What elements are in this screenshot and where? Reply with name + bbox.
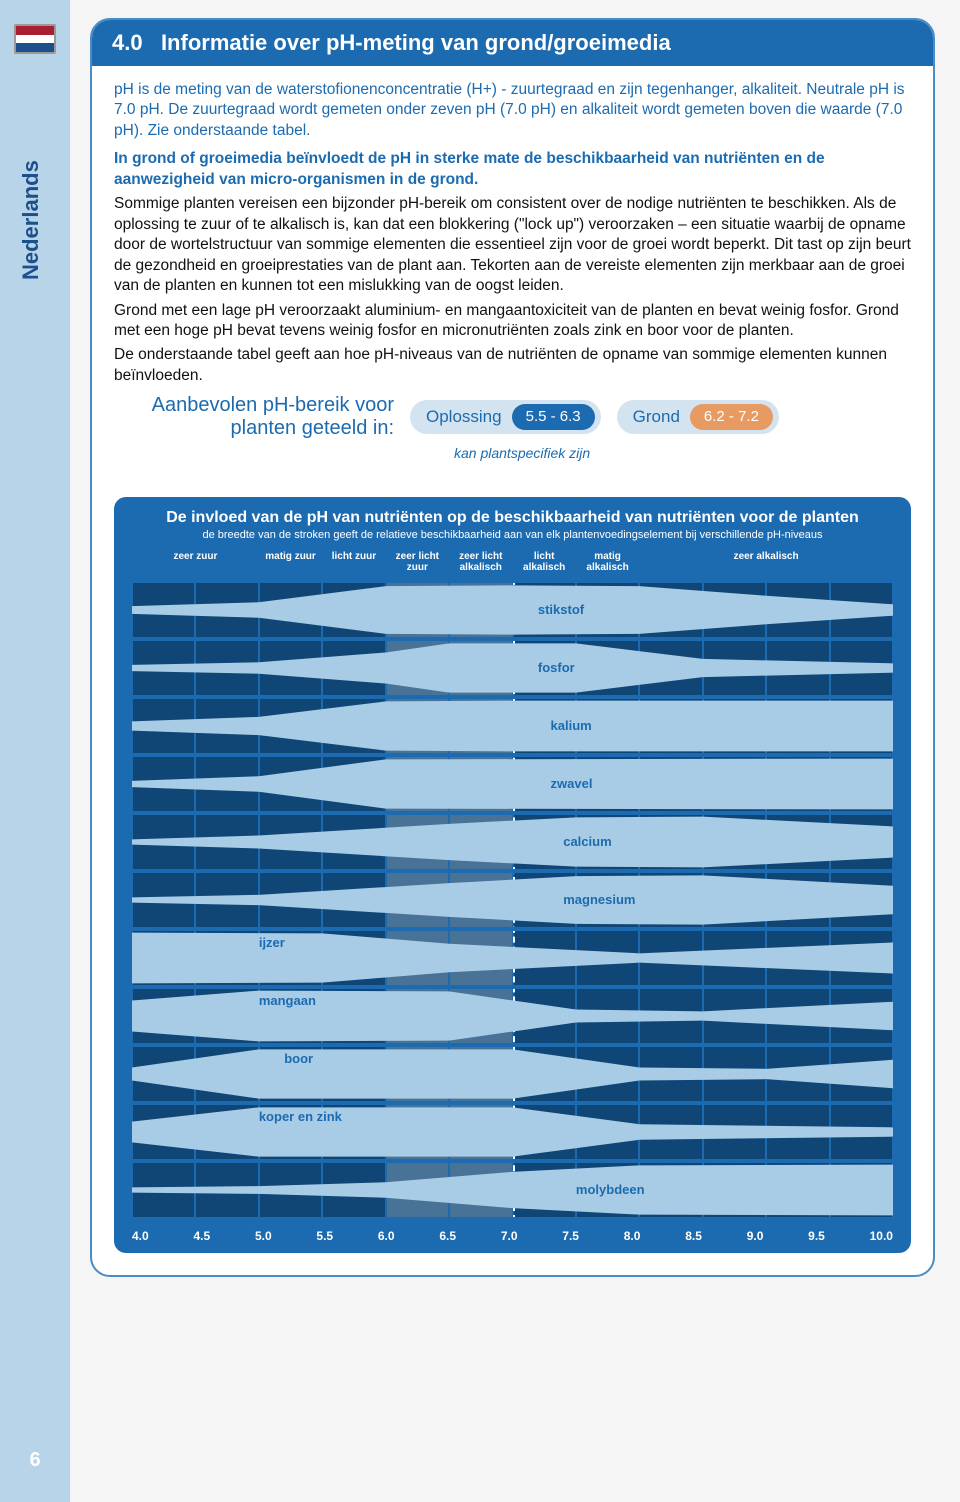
nutrient-label: fosfor <box>538 660 575 675</box>
flag-stripe <box>16 26 54 35</box>
axis-tick: 4.0 <box>132 1229 149 1243</box>
grond-range: 6.2 - 7.2 <box>690 404 773 430</box>
nutrient-label: calcium <box>563 834 611 849</box>
grond-label: Grond <box>633 406 680 428</box>
nutrient-row: zwavel <box>132 757 893 811</box>
recommended-row: Aanbevolen pH-bereik voor planten geteel… <box>114 394 911 440</box>
nutrient-row: boor <box>132 1047 893 1101</box>
grond-pill: Grond 6.2 - 7.2 <box>617 400 779 434</box>
column-header: matig alkalisch <box>576 551 639 573</box>
intro-paragraph-1: pH is de meting van de waterstofionencon… <box>114 80 911 141</box>
nutrient-label: kalium <box>551 718 592 733</box>
flag-stripe <box>16 43 54 52</box>
nutrient-shape <box>132 989 893 1043</box>
axis-tick: 8.0 <box>624 1229 641 1243</box>
column-header: licht zuur <box>322 551 385 573</box>
column-header: zeer licht zuur <box>386 551 449 573</box>
flag-netherlands <box>14 24 56 54</box>
chart-subtitle: de breedte van de stroken geeft de relat… <box>114 527 911 551</box>
body-text: Sommige planten vereisen een bijzonder p… <box>114 194 911 386</box>
section-header: 4.0 Informatie over pH-meting van grond/… <box>92 20 933 66</box>
nutrient-label: molybdeen <box>576 1182 645 1197</box>
nutrient-row: fosfor <box>132 641 893 695</box>
axis-tick: 9.5 <box>808 1229 825 1243</box>
nutrient-shape <box>132 873 893 927</box>
body-paragraph: De onderstaande tabel geeft aan hoe pH-n… <box>114 345 911 386</box>
column-header: zeer alkalisch <box>639 551 893 573</box>
nutrient-label: mangaan <box>259 993 316 1008</box>
chart-title: De invloed van de pH van nutriënten op d… <box>114 509 911 527</box>
section-number: 4.0 <box>112 30 143 55</box>
body-paragraph: Grond met een lage pH veroorzaakt alumin… <box>114 301 911 342</box>
column-header: matig zuur <box>259 551 322 573</box>
nutrient-row: magnesium <box>132 873 893 927</box>
x-axis: 4.0 4.5 5.0 5.5 6.0 6.5 7.0 7.5 8.0 8.5 9.0 9.5 10.0 <box>114 1221 911 1243</box>
body-paragraph: Sommige planten vereisen een bijzonder p… <box>114 194 911 296</box>
note: kan plantspecifiek zijn <box>454 444 911 462</box>
nutrient-row: calcium <box>132 815 893 869</box>
language-label: Nederlands <box>18 160 44 280</box>
axis-tick: 10.0 <box>870 1229 893 1243</box>
nutrient-shape <box>132 1105 893 1159</box>
nutrient-shape <box>132 1047 893 1101</box>
nutrient-shape <box>132 583 893 637</box>
column-header: licht alkalisch <box>512 551 575 573</box>
sidebar: Nederlands 6 <box>0 0 70 1502</box>
nutrient-row: mangaan <box>132 989 893 1043</box>
intro-paragraph-2: In grond of groeimedia beïnvloedt de pH … <box>114 149 911 190</box>
main-content: 4.0 Informatie over pH-meting van grond/… <box>90 0 935 1277</box>
axis-tick: 6.0 <box>378 1229 395 1243</box>
axis-tick: 4.5 <box>193 1229 210 1243</box>
nutrient-label: ijzer <box>259 935 285 950</box>
nutrient-shape <box>132 1163 893 1217</box>
axis-tick: 9.0 <box>747 1229 764 1243</box>
nutrient-label: boor <box>284 1051 313 1066</box>
nutrient-row: molybdeen <box>132 1163 893 1217</box>
oplossing-range: 5.5 - 6.3 <box>512 404 595 430</box>
chart-area: stikstof fosfor kalium zwavel calcium magnesi… <box>132 579 893 1221</box>
nutrient-shape <box>132 815 893 869</box>
nutrient-row: stikstof <box>132 583 893 637</box>
recommended-label: Aanbevolen pH-bereik voor planten geteel… <box>114 394 394 440</box>
page-number: 6 <box>0 1449 70 1472</box>
row-gap <box>132 1217 893 1221</box>
nutrient-row: kalium <box>132 699 893 753</box>
nutrient-label: stikstof <box>538 602 584 617</box>
oplossing-label: Oplossing <box>426 406 502 428</box>
axis-tick: 6.5 <box>439 1229 456 1243</box>
column-header: zeer zuur <box>132 551 259 573</box>
section-title: Informatie over pH-meting van grond/groe… <box>161 30 671 55</box>
nutrient-row: koper en zink <box>132 1105 893 1159</box>
nutrient-label: magnesium <box>563 892 635 907</box>
nutrient-shape <box>132 641 893 695</box>
oplossing-pill: Oplossing 5.5 - 6.3 <box>410 400 601 434</box>
column-header: zeer licht alkalisch <box>449 551 512 573</box>
chart-panel: De invloed van de pH van nutriënten op d… <box>114 497 911 1253</box>
flag-stripe <box>16 35 54 44</box>
axis-tick: 5.5 <box>316 1229 333 1243</box>
axis-tick: 7.5 <box>562 1229 579 1243</box>
column-headers: zeer zuurmatig zuurlicht zuurzeer licht … <box>114 551 911 579</box>
card-body: pH is de meting van de waterstofionencon… <box>92 66 933 483</box>
axis-tick: 7.0 <box>501 1229 518 1243</box>
axis-tick: 5.0 <box>255 1229 272 1243</box>
nutrient-label: zwavel <box>551 776 593 791</box>
nutrient-shape <box>132 699 893 753</box>
info-card: 4.0 Informatie over pH-meting van grond/… <box>90 18 935 1277</box>
nutrient-label: koper en zink <box>259 1109 342 1124</box>
nutrient-shape <box>132 757 893 811</box>
nutrient-shape <box>132 931 893 985</box>
nutrient-row: ijzer <box>132 931 893 985</box>
axis-tick: 8.5 <box>685 1229 702 1243</box>
